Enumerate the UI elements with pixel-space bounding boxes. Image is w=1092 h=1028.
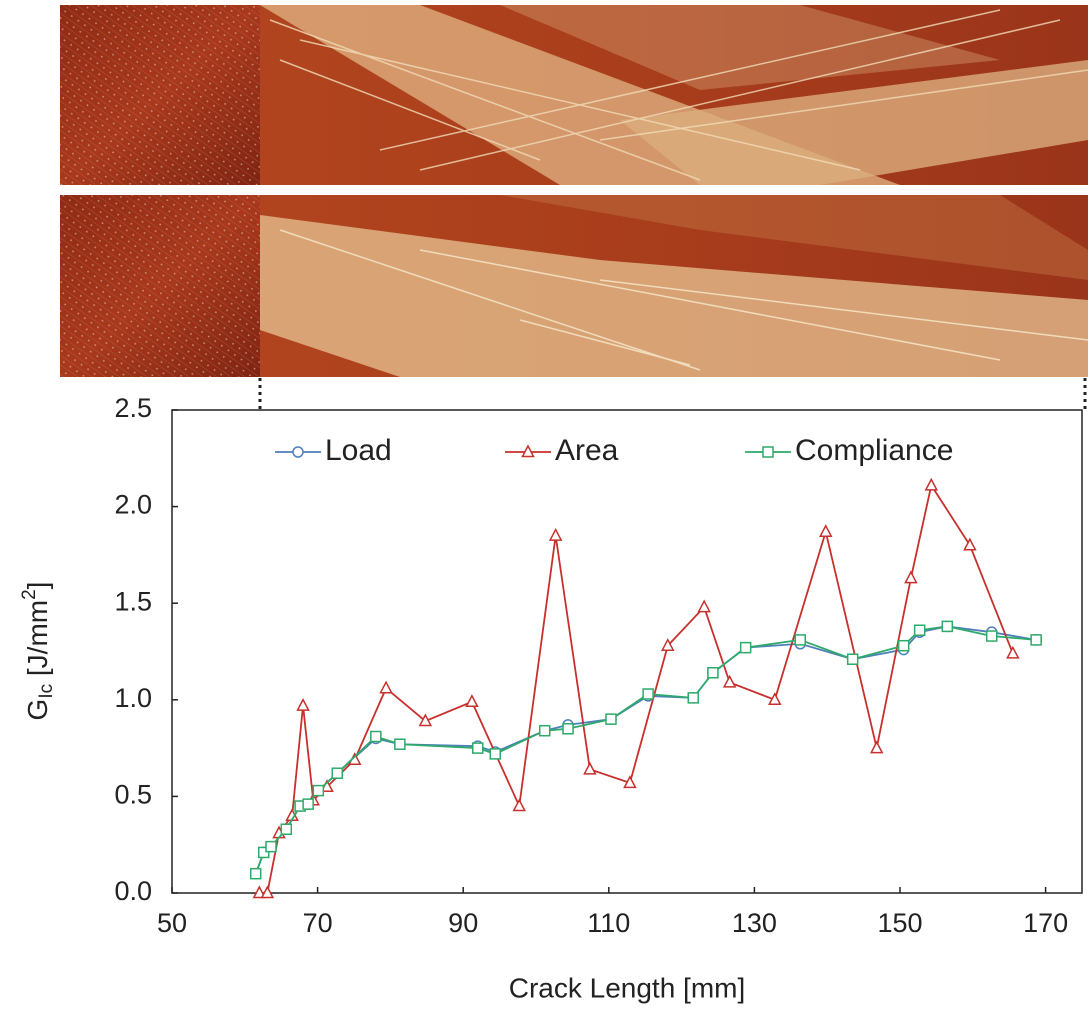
marker	[331, 767, 344, 779]
marker	[985, 630, 998, 642]
legend-label: Area	[555, 434, 619, 467]
photo	[60, 5, 1089, 410]
x-tick-label: 130	[732, 908, 777, 938]
marker	[924, 477, 939, 491]
y-label-part: [J/mm	[22, 600, 53, 684]
marker	[897, 639, 910, 652]
marker	[296, 697, 310, 711]
marker	[260, 885, 275, 899]
x-tick-label: 90	[448, 908, 478, 938]
marker	[465, 694, 479, 707]
marker	[512, 798, 526, 812]
marker	[370, 730, 382, 743]
marker	[252, 885, 267, 899]
marker	[722, 674, 737, 688]
marker	[941, 620, 954, 633]
x-tick-label: 70	[303, 908, 333, 938]
x-tick-label: 50	[157, 908, 187, 938]
marker	[280, 823, 293, 835]
marker	[739, 641, 752, 654]
plot-frame	[171, 409, 1083, 894]
marker	[869, 740, 884, 754]
marker	[605, 713, 617, 725]
legend-marker	[762, 446, 774, 458]
legend-marker	[292, 446, 304, 458]
y-tick-label: 1.0	[114, 683, 152, 713]
y-label-part: G	[22, 699, 53, 721]
marker	[472, 742, 484, 754]
x-tick-label: 110	[587, 908, 630, 938]
marker	[302, 798, 314, 810]
y-label-sup: 2	[19, 589, 40, 600]
marker	[661, 638, 675, 651]
marker	[257, 846, 270, 859]
x-axis-label: Crack Length [mm]	[509, 972, 746, 1003]
marker	[963, 537, 977, 551]
marker	[913, 624, 926, 636]
marker	[1006, 645, 1020, 659]
y-label-sub: Ic	[36, 684, 57, 699]
y-tick-label: 0.0	[114, 876, 152, 906]
series-line	[254, 625, 1037, 874]
marker	[312, 784, 325, 797]
series-line	[259, 483, 1014, 894]
marker	[379, 680, 393, 694]
marker	[794, 634, 807, 646]
marker	[819, 524, 833, 537]
marker	[489, 748, 501, 760]
marker	[265, 840, 277, 853]
y-tick-label: 1.5	[114, 586, 152, 616]
marker	[562, 723, 574, 735]
marker	[538, 724, 551, 737]
x-tick-label: 170	[1023, 908, 1068, 938]
y-label-part: ]	[22, 582, 53, 590]
marker	[697, 599, 711, 613]
marker	[687, 692, 699, 704]
legend-label: Load	[325, 434, 392, 467]
marker	[583, 761, 597, 775]
y-tick-label: 0.5	[114, 780, 152, 810]
legend-label: Compliance	[795, 434, 953, 467]
marker	[347, 752, 362, 765]
x-tick-label: 150	[877, 908, 922, 938]
marker	[707, 667, 719, 679]
marker	[394, 738, 406, 750]
marker	[1030, 634, 1042, 646]
marker	[846, 653, 859, 665]
marker	[249, 867, 262, 880]
marker	[623, 775, 637, 789]
marker	[418, 713, 433, 727]
marker	[904, 570, 918, 584]
y-tick-label: 2.0	[114, 490, 152, 520]
y-axis-label: GIc [J/mm2]	[19, 582, 57, 721]
y-tick-label: 2.5	[114, 393, 152, 423]
marker	[548, 527, 563, 541]
legend-marker	[521, 444, 535, 458]
marker	[642, 688, 654, 700]
series-line	[254, 625, 1037, 874]
marker	[768, 692, 782, 706]
